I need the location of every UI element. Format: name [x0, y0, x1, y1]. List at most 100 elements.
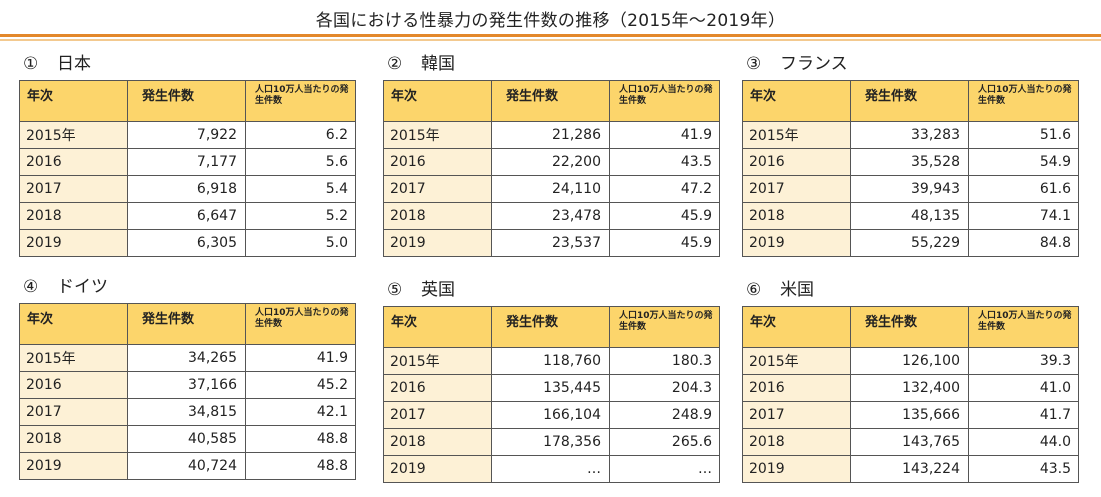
- year-cell: 2018: [742, 202, 851, 230]
- table-row: 2018 143,765 44.0: [742, 428, 1079, 456]
- year-cell: 2018: [383, 202, 492, 230]
- year-cell: 2016: [742, 148, 851, 176]
- year-cell: 2019: [19, 452, 128, 480]
- year-cell: 2016: [19, 148, 128, 176]
- count-cell: 143,765: [850, 428, 969, 456]
- header-year: 年次: [19, 80, 128, 122]
- rate-cell: 45.9: [609, 202, 720, 230]
- country-name: 英国: [421, 280, 455, 300]
- year-cell: 2019: [383, 455, 492, 483]
- table-row: 2015年 21,286 41.9: [383, 121, 720, 149]
- count-cell: 48,135: [850, 202, 969, 230]
- year-cell: 2016: [742, 374, 851, 402]
- table-row: 2019 143,224 43.5: [742, 455, 1079, 483]
- country-table: 年次 発生件数 人口10万人当たりの発生件数 2015年 21,286 41.9 2016 2…: [383, 80, 720, 257]
- rate-cell: 42.1: [245, 398, 356, 426]
- rate-cell: 204.3: [609, 374, 720, 402]
- year-cell: 2019: [742, 229, 851, 257]
- header-rate: 人口10万人当たりの発生件数: [968, 306, 1079, 348]
- rate-cell: 5.2: [245, 202, 356, 230]
- rate-cell: 45.9: [609, 229, 720, 257]
- page-title: 各国における性暴力の発生件数の推移（2015年〜2019年）: [315, 11, 786, 31]
- header-row: 年次 発生件数 人口10万人当たりの発生件数: [383, 80, 720, 122]
- table-row: 2015年 34,265 41.9: [19, 344, 356, 372]
- count-cell: 34,815: [127, 398, 246, 426]
- year-cell: 2017: [742, 175, 851, 203]
- count-cell: 7,922: [127, 121, 246, 149]
- rate-cell: 43.5: [609, 148, 720, 176]
- count-cell: 34,265: [127, 344, 246, 372]
- count-cell: 6,305: [127, 229, 246, 257]
- header-row: 年次 発生件数 人口10万人当たりの発生件数: [742, 80, 1079, 122]
- table-row: 2017 24,110 47.2: [383, 175, 720, 203]
- table-row: 2017 6,918 5.4: [19, 175, 356, 203]
- header-year: 年次: [742, 306, 851, 348]
- table-row: 2015年 33,283 51.6: [742, 121, 1079, 149]
- header-rate: 人口10万人当たりの発生件数: [609, 306, 720, 348]
- year-cell: 2017: [383, 401, 492, 429]
- country-name: 米国: [780, 280, 814, 300]
- rate-cell: 5.6: [245, 148, 356, 176]
- country-name: 日本: [57, 54, 91, 74]
- header-row: 年次 発生件数 人口10万人当たりの発生件数: [19, 303, 356, 345]
- country-block: ② 韓国 年次 発生件数 人口10万人当たりの発生件数 2015年 21,286 41.9 20…: [383, 52, 720, 257]
- count-cell: 135,666: [850, 401, 969, 429]
- table-row: 2016 135,445 204.3: [383, 374, 720, 402]
- header-rate: 人口10万人当たりの発生件数: [968, 80, 1079, 122]
- country-number: ⑥: [746, 280, 762, 300]
- country-name: 韓国: [421, 54, 455, 74]
- count-cell: 40,585: [127, 425, 246, 453]
- header-rate: 人口10万人当たりの発生件数: [609, 80, 720, 122]
- country-block: ④ ドイツ 年次 発生件数 人口10万人当たりの発生件数 2015年 34,265 41.9 2…: [19, 275, 356, 480]
- year-cell: 2017: [742, 401, 851, 429]
- table-row: 2016 7,177 5.6: [19, 148, 356, 176]
- table-row: 2017 135,666 41.7: [742, 401, 1079, 429]
- country-block: ① 日本 年次 発生件数 人口10万人当たりの発生件数 2015年 7,922 6.2 2016…: [19, 52, 356, 257]
- country-block: ⑤ 英国年次 発生件数 人口10万人当たりの発生件数 2015年 118,760 180.3…: [383, 278, 720, 483]
- table-row: 2019……: [383, 455, 720, 483]
- country-number: ⑤: [387, 280, 403, 300]
- rate-cell: 180.3: [609, 347, 720, 375]
- rate-cell: 51.6: [968, 121, 1079, 149]
- count-cell: …: [491, 455, 610, 483]
- header-year: 年次: [383, 306, 492, 348]
- rate-cell: 43.5: [968, 455, 1079, 483]
- count-cell: 6,918: [127, 175, 246, 203]
- count-cell: 132,400: [850, 374, 969, 402]
- header-year: 年次: [19, 303, 128, 345]
- year-cell: 2015年: [742, 347, 851, 375]
- count-cell: 7,177: [127, 148, 246, 176]
- title-rule-dark: [0, 34, 1101, 37]
- year-cell: 2019: [742, 455, 851, 483]
- header-count: 発生件数: [491, 306, 610, 348]
- rate-cell: 48.8: [245, 425, 356, 453]
- country-name: フランス: [780, 54, 848, 74]
- table-row: 2015年 7,922 6.2: [19, 121, 356, 149]
- year-cell: 2016: [383, 374, 492, 402]
- year-cell: 2017: [19, 175, 128, 203]
- year-cell: 2016: [383, 148, 492, 176]
- country-number: ③: [746, 54, 762, 74]
- country-number: ①: [23, 54, 39, 74]
- country-table: 年次 発生件数 人口10万人当たりの発生件数 2015年 126,100 39.3 2016…: [742, 306, 1079, 483]
- title-rule-light: [0, 39, 1101, 41]
- year-cell: 2019: [383, 229, 492, 257]
- header-count: 発生件数: [850, 306, 969, 348]
- rate-cell: 61.6: [968, 175, 1079, 203]
- rate-cell: 41.0: [968, 374, 1079, 402]
- count-cell: 33,283: [850, 121, 969, 149]
- table-row: 2016 132,400 41.0: [742, 374, 1079, 402]
- count-cell: 143,224: [850, 455, 969, 483]
- count-cell: 126,100: [850, 347, 969, 375]
- header-count: 発生件数: [850, 80, 969, 122]
- rate-cell: 41.9: [245, 344, 356, 372]
- rate-cell: 5.0: [245, 229, 356, 257]
- country-heading: ③ フランス: [742, 52, 1078, 76]
- table-row: 2016 37,166 45.2: [19, 371, 356, 399]
- country-heading: ② 韓国: [383, 52, 719, 76]
- year-cell: 2016: [19, 371, 128, 399]
- country-table: 年次 発生件数 人口10万人当たりの発生件数 2015年 118,760 180.3 201…: [383, 306, 720, 483]
- country-number: ②: [387, 54, 403, 74]
- year-cell: 2015年: [383, 121, 492, 149]
- rate-cell: 74.1: [968, 202, 1079, 230]
